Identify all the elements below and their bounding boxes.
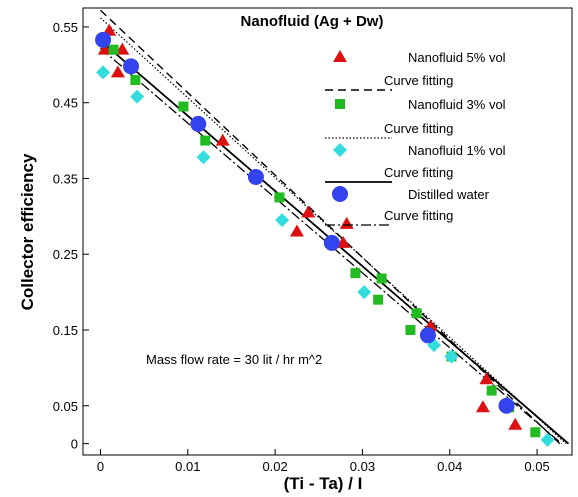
data-point-square [376,273,387,284]
legend-symbol-circle [332,186,348,202]
data-point-square [178,101,189,112]
data-point-diamond [196,150,211,165]
data-point-square [274,192,285,203]
x-tick-label: 0.04 [437,459,462,474]
data-point-triangle [215,133,230,146]
data-point-triangle [479,372,494,385]
data-point-circle [190,115,207,132]
legend-label: Curve fitting [384,73,453,88]
y-axis-label: Collector efficiency [18,153,37,310]
data-point-diamond [444,349,459,364]
plot-area [82,7,573,456]
x-axis: 0 0.01 0.02 0.03 0.04 0.05 [97,449,550,474]
fit-line [99,9,561,445]
data-point-circle [247,168,264,185]
x-tick-label: 0.02 [262,459,287,474]
data-point-triangle [289,224,304,237]
data-point-circle [498,397,515,414]
x-tick-label: 0.03 [350,459,375,474]
data-point-square [373,294,384,305]
x-tick-label: 0 [97,459,104,474]
fit-lines [99,9,570,445]
legend-symbol-triangle [333,50,347,62]
y-tick-label: 0.25 [53,247,78,262]
legend-label: Curve fitting [384,208,453,223]
y-tick-label: 0.45 [53,96,78,111]
legend-label: Nanofluid 1% vol [408,143,506,158]
data-point-circle [123,58,140,75]
legend-label: Curve fitting [384,121,453,136]
data-point-triangle [339,216,354,229]
legend-symbol-square [335,99,345,109]
data-point-circle [323,234,340,251]
data-point-circle [419,327,436,344]
data-point-square [530,427,541,438]
x-tick-label: 0.05 [524,459,549,474]
data-point-diamond [540,432,555,447]
data-point-diamond [275,213,290,228]
y-tick-label: 0.35 [53,171,78,186]
data-point-square [350,268,361,279]
data-point-diamond [130,89,145,104]
legend-symbol-diamond [333,143,347,157]
legend-label: Nanofluid 5% vol [408,50,506,65]
legend: Nanofluid 5% vol Curve fitting Nanofluid 3… [325,50,506,226]
data-point-triangle [301,205,316,218]
data-markers [95,23,555,447]
data-point-square [130,74,141,85]
data-point-triangle [475,400,490,413]
data-point-triangle [508,417,523,430]
data-point-diamond [357,285,372,300]
annotation-text: Mass flow rate = 30 lit / hr m^2 [146,352,322,367]
data-point-square [411,308,422,319]
data-point-triangle [110,65,125,78]
y-tick-label: 0.55 [53,20,78,35]
y-tick-label: 0 [71,437,78,452]
x-axis-label: (Ti - Ta) / I [284,474,363,493]
data-point-square [486,385,497,396]
data-point-triangle [97,42,112,55]
chart-title: Nanofluid (Ag + Dw) [241,13,384,30]
data-point-square [200,135,211,146]
y-axis: 0 0.05 0.15 0.25 0.35 0.45 0.55 [53,20,89,452]
legend-label: Curve fitting [384,165,453,180]
y-tick-label: 0.15 [53,323,78,338]
legend-label: Distilled water [408,187,490,202]
legend-label: Nanofluid 3% vol [408,97,506,112]
y-tick-label: 0.05 [53,399,78,414]
data-point-diamond [96,65,111,80]
data-point-square [108,44,119,55]
data-point-triangle [115,42,130,55]
fit-line [100,17,567,445]
data-point-triangle [336,235,351,248]
x-tick-label: 0.01 [175,459,200,474]
data-point-square [405,324,416,335]
data-point-circle [95,31,112,48]
